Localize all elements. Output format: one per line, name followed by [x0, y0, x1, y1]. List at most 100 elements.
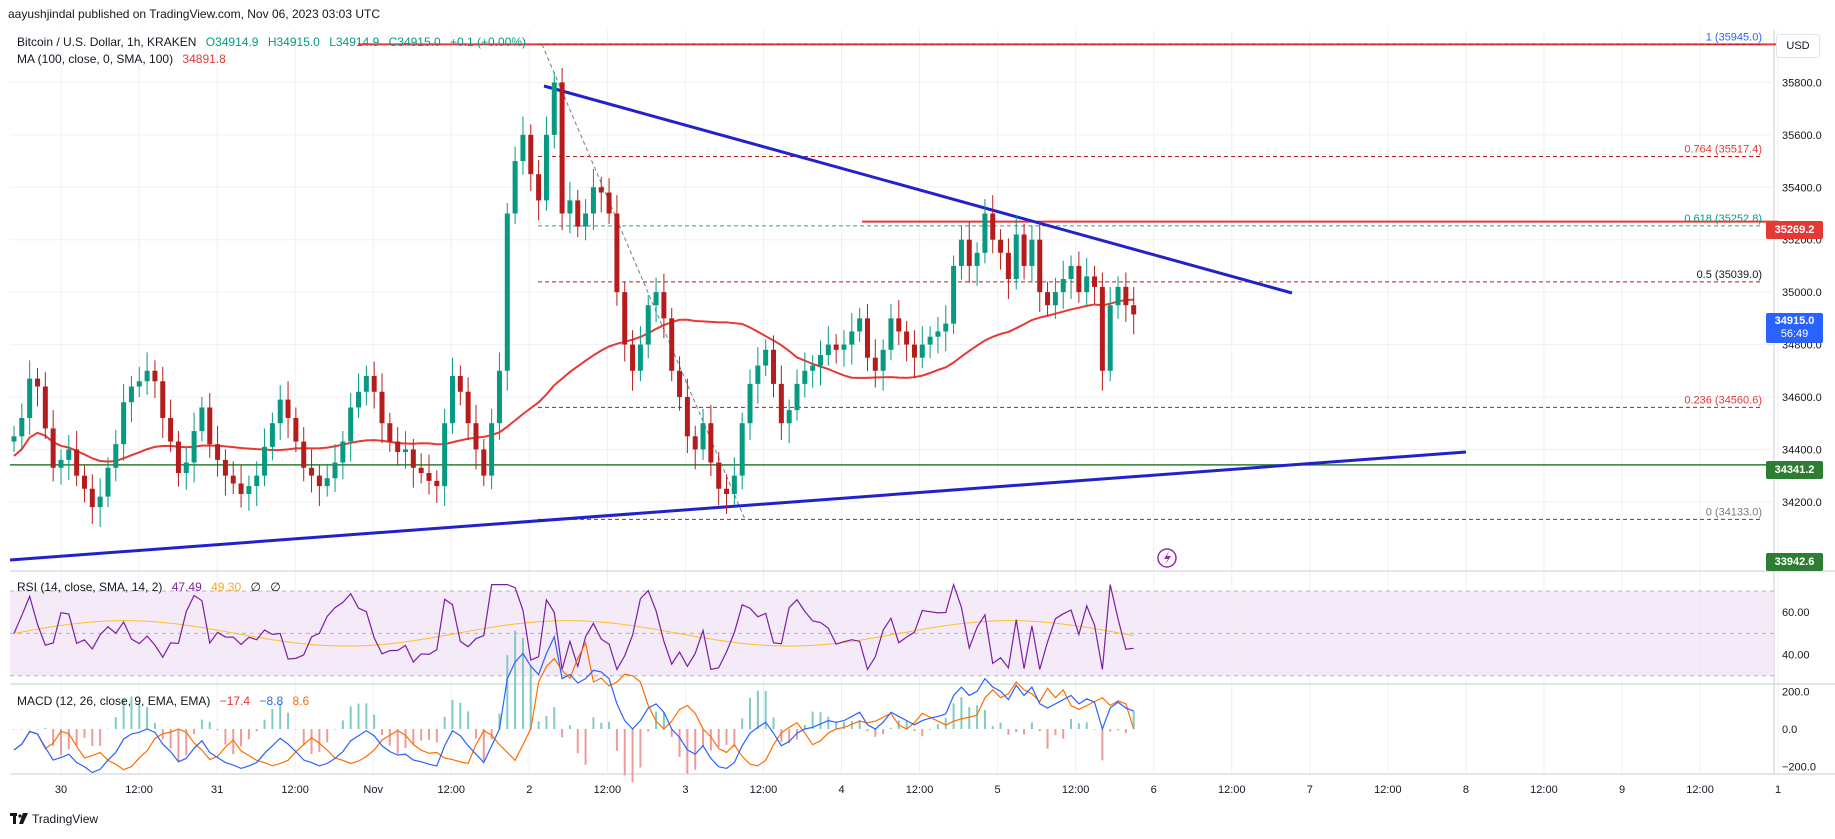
candle: [340, 431, 346, 480]
candle-body: [857, 318, 863, 332]
candle: [356, 373, 362, 418]
macd-histogram-bar: [1117, 729, 1120, 731]
currency-button[interactable]: USD: [1776, 34, 1820, 58]
candle-body: [958, 239, 964, 266]
macd-value-2: −8.8: [259, 694, 284, 708]
macd-histogram-bar: [357, 703, 360, 729]
macd-legend[interactable]: MACD (12, 26, close, 9, EMA, EMA) −17.4 …: [17, 694, 315, 708]
macd-histogram-bar: [780, 729, 783, 742]
symbol-legend[interactable]: Bitcoin / U.S. Dollar, 1h, KRAKEN O34914…: [17, 35, 532, 49]
candle-body: [152, 370, 158, 382]
macd-histogram-bar: [936, 724, 939, 729]
current-price-tag: 34915.0 56:49: [1766, 313, 1823, 343]
candle: [958, 225, 964, 280]
candle: [1013, 216, 1019, 290]
macd-tick-label: −200.0: [1782, 761, 1816, 773]
candle: [89, 474, 95, 524]
candle-body: [1021, 234, 1027, 266]
macd-histogram-bar: [271, 708, 274, 729]
candle: [316, 465, 322, 507]
rsi-value-1: 47.49: [171, 580, 202, 594]
candle-body: [1107, 305, 1113, 371]
candle-body: [504, 213, 510, 371]
candle: [34, 368, 40, 407]
candle-body: [1068, 265, 1074, 280]
macd-histogram-bar: [1023, 729, 1026, 735]
rsi-tick-label: 60.00: [1782, 607, 1810, 619]
candle-body: [1005, 252, 1011, 280]
candle: [473, 404, 479, 470]
candle: [622, 281, 628, 362]
candle: [113, 429, 119, 482]
macd-histogram-bar: [490, 729, 493, 740]
candle: [442, 408, 448, 507]
candle-body: [387, 423, 393, 442]
candle: [496, 352, 502, 440]
macd-histogram-bar: [709, 729, 712, 751]
candle: [825, 326, 831, 366]
candle-body: [575, 200, 581, 227]
resistance-price-tag: 35269.2: [1766, 221, 1823, 239]
candle: [1052, 277, 1058, 319]
candle-body: [825, 344, 831, 356]
candle: [199, 396, 205, 442]
candle: [951, 255, 957, 335]
ma-legend[interactable]: MA (100, close, 0, SMA, 100) 34891.8: [17, 52, 232, 66]
candle: [551, 71, 557, 149]
candle: [911, 330, 917, 378]
candle: [19, 403, 25, 450]
tradingview-brand[interactable]: TradingView: [10, 812, 98, 826]
candle: [277, 385, 283, 440]
candle-body: [403, 449, 408, 453]
candle-body: [810, 365, 816, 371]
candle: [927, 326, 933, 359]
macd-histogram-bar: [952, 703, 955, 729]
macd-histogram-bar: [694, 729, 697, 770]
candle-body: [1037, 239, 1043, 293]
rsi-legend[interactable]: RSI (14, close, SMA, 14, 2) 47.49 49.30 …: [17, 580, 287, 594]
macd-histogram-bar: [310, 729, 313, 754]
candle-body: [379, 391, 385, 424]
candle-body: [583, 213, 589, 227]
macd-histogram-bar: [592, 717, 595, 729]
candle: [191, 412, 197, 483]
candle-body: [622, 292, 628, 345]
macd-histogram-bar: [568, 725, 571, 729]
candle-body: [1123, 286, 1129, 306]
candle-body: [19, 417, 25, 437]
brand-name: TradingView: [32, 812, 99, 826]
fibonacci-labels: 1 (35945.0) 0.764 (35517.4) 0.618 (35252.8…: [1684, 31, 1762, 518]
macd-histogram-bar: [803, 725, 806, 729]
candle: [27, 360, 33, 435]
macd-histogram-bar: [1054, 729, 1057, 736]
macd-line: [13, 634, 1134, 774]
flash-icon[interactable]: [1157, 548, 1177, 568]
macd-histogram-bar: [662, 712, 665, 729]
rsi-value-2: 49.30: [211, 580, 242, 594]
candle-body: [692, 436, 698, 450]
candle: [121, 383, 127, 461]
candle-body: [661, 292, 667, 319]
candle: [207, 393, 213, 458]
candle-body: [520, 134, 526, 162]
candlesticks: [11, 68, 1137, 528]
candle-body: [755, 365, 761, 384]
candle-body: [489, 423, 495, 476]
macd-histogram-bar: [36, 729, 39, 730]
trend-lines: [9, 84, 1467, 562]
macd-histogram-bar: [396, 729, 399, 754]
candle-body: [473, 423, 479, 450]
candle-body: [786, 410, 792, 424]
candle-body: [1060, 279, 1066, 293]
candle-body: [512, 161, 518, 214]
candle-body: [606, 192, 612, 214]
candle-body: [332, 462, 338, 479]
candle-body: [653, 292, 659, 306]
x-tick-label: 12:00: [906, 784, 934, 796]
candle-body: [136, 381, 142, 387]
candle-body: [230, 475, 236, 484]
macd-histogram-bar: [122, 698, 125, 729]
candle-body: [11, 436, 17, 442]
candle: [528, 124, 534, 191]
